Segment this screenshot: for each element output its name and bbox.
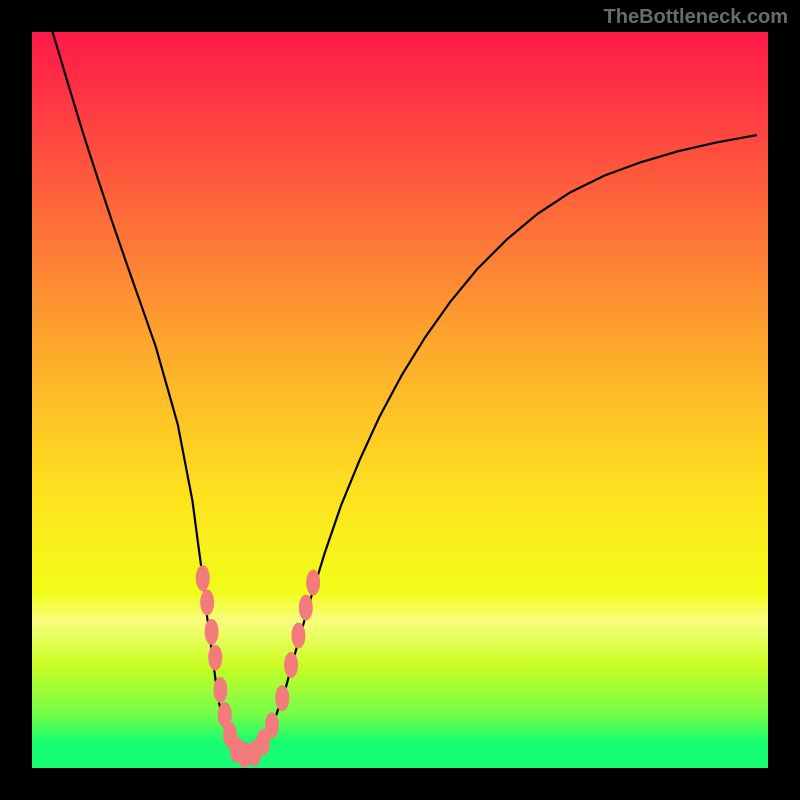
data-marker (205, 619, 219, 645)
data-marker (284, 652, 298, 678)
watermark-text: TheBottleneck.com (604, 6, 788, 29)
plot-background (32, 32, 768, 768)
data-marker (291, 623, 305, 649)
chart-frame: TheBottleneck.com (0, 0, 800, 800)
data-marker (306, 570, 320, 596)
data-marker (275, 685, 289, 711)
data-marker (200, 589, 214, 615)
data-marker (265, 712, 279, 738)
data-marker (213, 677, 227, 703)
data-marker (208, 645, 222, 671)
data-marker (196, 565, 210, 591)
bottleneck-chart (0, 0, 800, 800)
data-marker (299, 595, 313, 621)
